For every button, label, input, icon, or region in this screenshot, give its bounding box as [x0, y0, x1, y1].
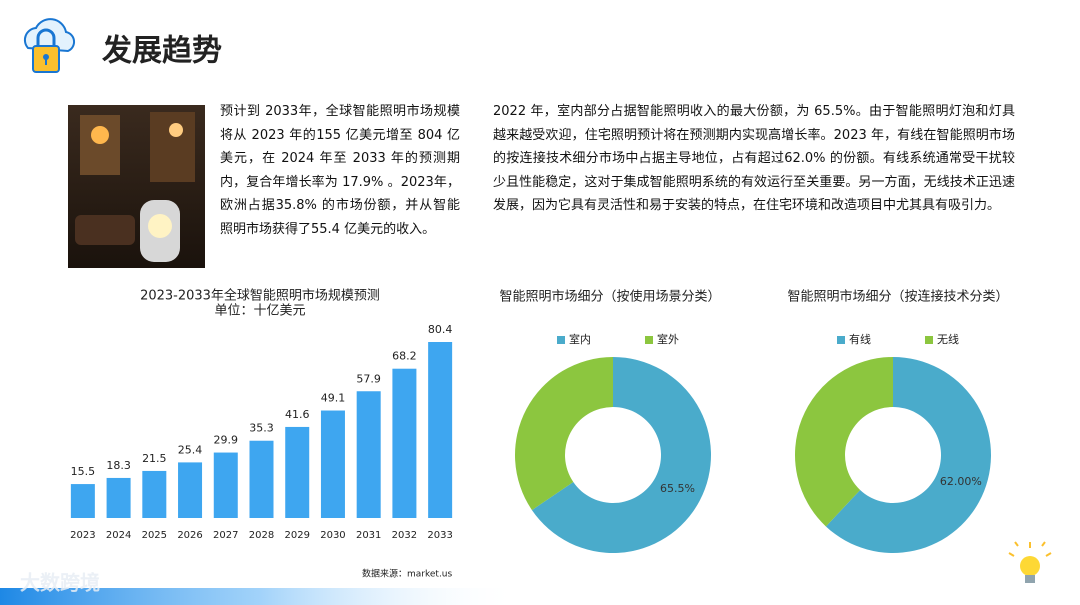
x-tick-label: 2023 — [70, 530, 95, 541]
x-tick-label: 2024 — [106, 530, 131, 541]
x-tick-label: 2026 — [177, 530, 202, 541]
bar — [320, 410, 345, 518]
legend-swatch — [645, 336, 653, 344]
legend-label: 有线 — [849, 332, 871, 346]
value-label: 41.6 — [285, 408, 310, 421]
value-label: 68.2 — [392, 350, 417, 363]
donut-slice — [514, 357, 613, 511]
bar — [178, 462, 203, 518]
paragraph: 2022 年，室内部分占据智能照明收入的最大份额，为 65.5%。由于智能照明灯… — [493, 104, 1015, 213]
footer-band — [0, 588, 520, 605]
legend-swatch — [837, 336, 845, 344]
x-tick-label: 2027 — [213, 530, 238, 541]
x-tick-label: 2029 — [285, 530, 310, 541]
value-label: 29.9 — [214, 434, 239, 447]
chart-title: 智能照明市场细分（按连接技术分类） — [787, 289, 1008, 305]
bar — [142, 470, 167, 518]
bar — [249, 440, 274, 518]
legend-label: 室外 — [657, 332, 679, 346]
bar — [285, 426, 310, 518]
value-label: 80.4 — [428, 323, 453, 336]
value-label: 18.3 — [106, 459, 131, 472]
source: 数据来源：market.us — [362, 568, 453, 580]
donut-slice — [531, 357, 711, 553]
value-label: 62.00% — [940, 475, 982, 488]
value-label: 35.3 — [249, 422, 274, 435]
bulb-icon — [1008, 541, 1052, 583]
header-icon — [23, 18, 76, 73]
x-tick-label: 2025 — [142, 530, 167, 541]
chart-subtitle: 单位：十亿美元 — [214, 304, 305, 319]
x-tick-label: 2028 — [249, 530, 274, 541]
legend-label: 无线 — [937, 332, 959, 346]
x-tick-label: 2032 — [392, 530, 417, 541]
x-tick-label: 2030 — [320, 530, 345, 541]
bar — [213, 452, 238, 518]
legend-label: 室内 — [569, 332, 591, 346]
donut-slice — [825, 357, 991, 553]
bar — [106, 477, 131, 518]
legend-swatch — [557, 336, 565, 344]
bar — [356, 391, 381, 518]
chart-title: 智能照明市场细分（按使用场景分类） — [499, 289, 720, 305]
bar — [392, 368, 417, 518]
photo — [68, 105, 205, 268]
value-label: 21.5 — [142, 452, 167, 465]
watermark: 大数跨境 — [20, 571, 100, 595]
value-label: 15.5 — [71, 465, 96, 478]
value-label: 49.1 — [321, 392, 346, 405]
x-tick-label: 2033 — [427, 530, 452, 541]
legend-swatch — [925, 336, 933, 344]
x-tick-label: 2031 — [356, 530, 381, 541]
value-label: 25.4 — [178, 443, 203, 456]
value-label: 65.5% — [660, 482, 695, 495]
bar — [70, 484, 95, 518]
paragraph: 预计到 2033年，全球智能照明市场规模将从 2023 年的155 亿美元增至 … — [220, 104, 460, 237]
bar — [428, 342, 453, 518]
page-title: 发展趋势 — [101, 34, 222, 69]
chart-title: 2023-2033年全球智能照明市场规模预测 — [140, 288, 380, 304]
value-label: 57.9 — [356, 372, 381, 385]
donut-slice — [795, 357, 893, 527]
